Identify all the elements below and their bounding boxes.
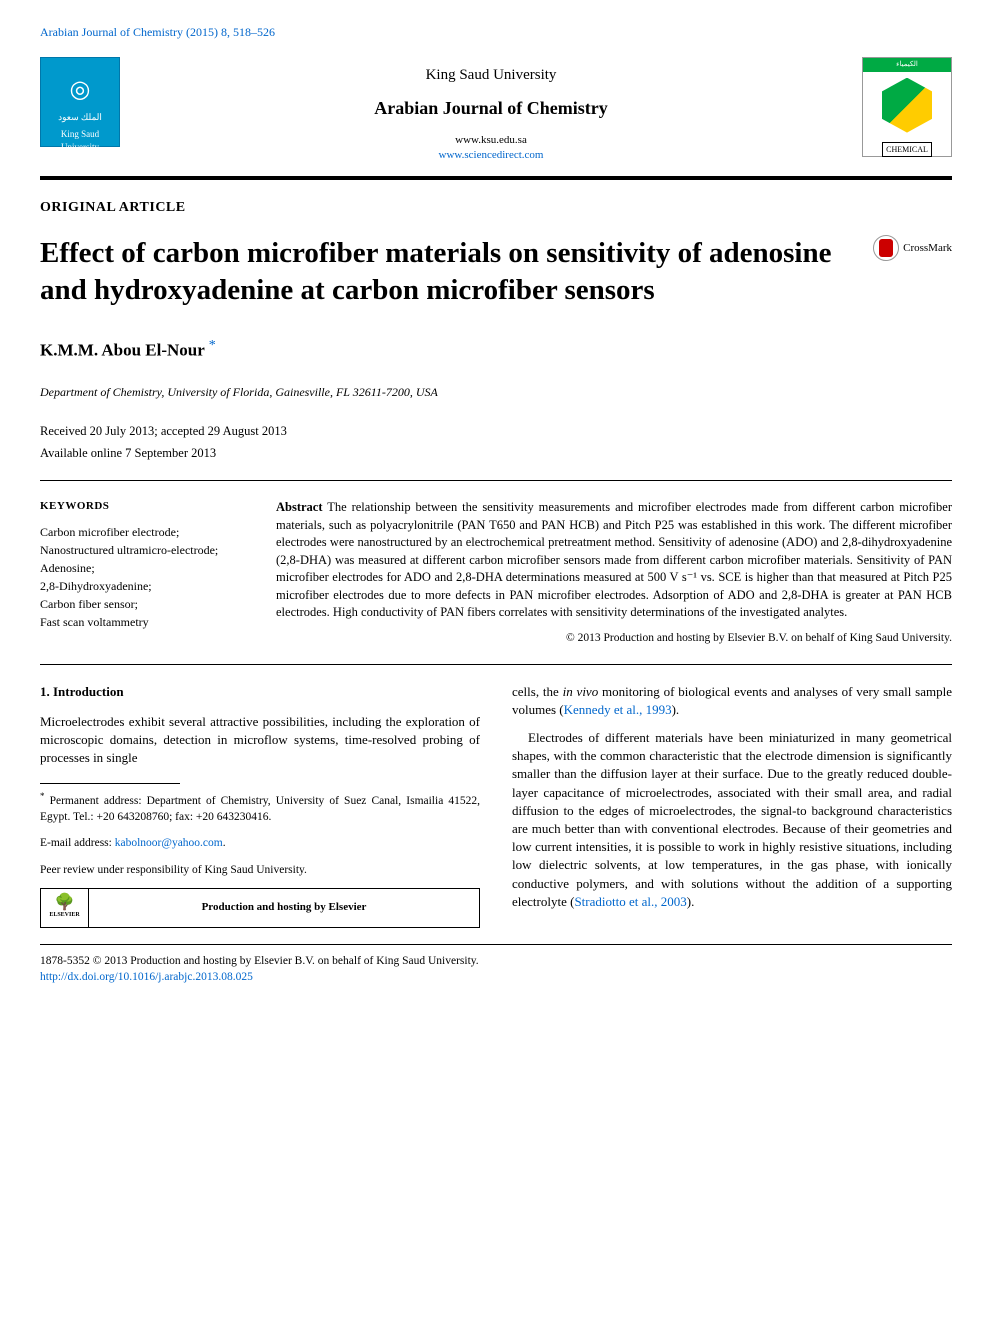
received-accepted-dates: Received 20 July 2013; accepted 29 Augus… [40,423,952,441]
logo-ring-icon: ◎ [41,74,119,108]
keywords-list: Carbon microfiber electrode; Nanostructu… [40,523,240,631]
abstract-label: Abstract [276,500,323,514]
text-part: Electrodes of different materials have b… [512,730,952,909]
body-columns: 1. Introduction Microelectrodes exhibit … [40,683,952,928]
right-column: cells, the in vivo monitoring of biologi… [512,683,952,928]
chemical-label: CHEMICAL [882,142,932,157]
elsevier-tree-icon: 🌳 [55,895,75,911]
keywords-heading: KEYWORDS [40,499,240,514]
left-column: 1. Introduction Microelectrodes exhibit … [40,683,480,928]
journal-name: Arabian Journal of Chemistry [120,96,862,121]
abstract-column: Abstract The relationship between the se… [276,499,952,646]
text-part: cells, the [512,684,563,699]
authors: K.M.M. Abou El-Nour * [40,336,952,362]
corresponding-asterisk: * [209,338,216,353]
elsevier-logo: 🌳 ELSEVIER [41,889,89,927]
permanent-address-footnote: * Permanent address: Department of Chemi… [40,790,480,825]
journal-header: ◎ الملك سعود King Saud University King S… [40,57,952,180]
citation-link-stradiotto[interactable]: Stradiotto et al., 2003 [574,894,686,909]
italic-term: in vivo [563,684,599,699]
citation-link-kennedy[interactable]: Kennedy et al., 1993 [564,702,672,717]
email-link[interactable]: kabolnoor@yahoo.com [115,837,223,849]
university-name: King Saud University [120,65,862,86]
abstract-text: The relationship between the sensitivity… [276,500,952,619]
author-name: K.M.M. Abou El-Nour [40,341,205,360]
elsevier-text: ELSEVIER [49,911,79,919]
separator-line-2 [40,664,952,665]
footnote-separator [40,783,180,784]
available-online-date: Available online 7 September 2013 [40,445,952,463]
introduction-heading: 1. Introduction [40,683,480,701]
email-label: E-mail address: [40,837,115,849]
hosting-text: Production and hosting by Elsevier [89,900,479,915]
issn-copyright: 1878-5352 © 2013 Production and hosting … [40,953,952,969]
text-part: ). [687,894,695,909]
email-footnote: E-mail address: kabolnoor@yahoo.com. [40,835,480,851]
permanent-address-text: Permanent address: Department of Chemist… [40,795,480,823]
article-type: ORIGINAL ARTICLE [40,198,952,218]
badge-arabic: الكيمياء [863,58,951,72]
doi-link[interactable]: http://dx.doi.org/10.1016/j.arabjc.2013.… [40,969,952,985]
sciencedirect-url[interactable]: www.sciencedirect.com [120,148,862,163]
hosting-box: 🌳 ELSEVIER Production and hosting by Els… [40,888,480,928]
text-part: ). [672,702,680,717]
title-row: Effect of carbon microfiber materials on… [40,235,952,336]
header-center: King Saud University Arabian Journal of … [120,57,862,164]
footnote-asterisk: * [40,791,45,801]
separator-line [40,480,952,481]
bottom-separator [40,944,952,945]
intro-paragraph-2: Electrodes of different materials have b… [512,729,952,911]
abstract-copyright: © 2013 Production and hosting by Elsevie… [276,630,952,646]
article-title: Effect of carbon microfiber materials on… [40,235,857,308]
crossmark-badge[interactable]: CrossMark [873,235,952,261]
ksu-logo: ◎ الملك سعود King Saud University [40,57,120,147]
journal-citation-header[interactable]: Arabian Journal of Chemistry (2015) 8, 5… [40,24,952,41]
ksu-url[interactable]: www.ksu.edu.sa [120,133,862,148]
affiliation: Department of Chemistry, University of F… [40,384,952,401]
logo-arabic-text: الملك سعود [41,111,119,124]
peer-review-note: Peer review under responsibility of King… [40,862,480,878]
intro-paragraph-1: Microelectrodes exhibit several attracti… [40,713,480,768]
logo-english-text: King Saud University [41,128,119,153]
crossmark-label: CrossMark [903,241,952,256]
footnotes: * Permanent address: Department of Chemi… [40,790,480,927]
keywords-column: KEYWORDS Carbon microfiber electrode; Na… [40,499,240,646]
shield-icon [882,78,932,133]
chemistry-society-logo: الكيمياء CHEMICAL [862,57,952,157]
keywords-abstract-row: KEYWORDS Carbon microfiber electrode; Na… [40,499,952,646]
intro-continuation: cells, the in vivo monitoring of biologi… [512,683,952,719]
crossmark-icon [873,235,899,261]
